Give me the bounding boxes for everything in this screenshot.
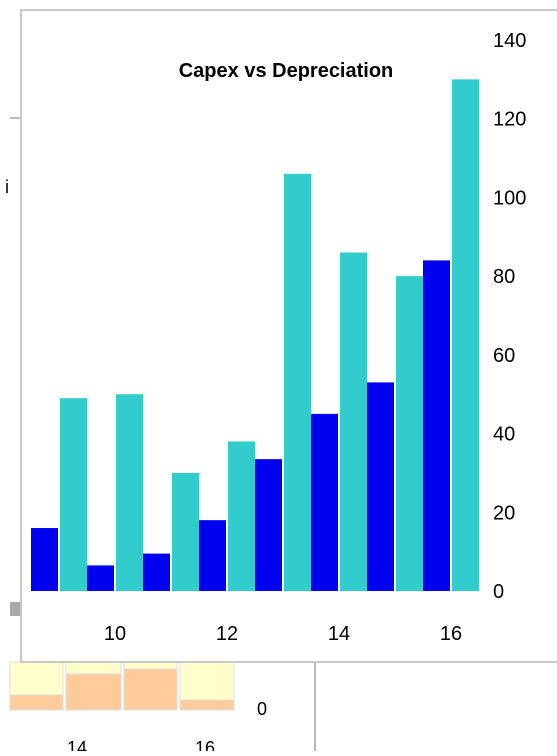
background-frame-edge xyxy=(10,602,20,616)
y-tick-label: 120 xyxy=(493,109,526,131)
y-tick-label: 140 xyxy=(493,30,526,52)
bar-group xyxy=(31,79,479,592)
chart-title: Capex vs Depreciation xyxy=(179,60,394,82)
background-bar xyxy=(123,668,178,711)
bar-capex xyxy=(367,382,394,591)
y-tick-label: 0 xyxy=(493,581,504,603)
background-partial-label: i xyxy=(5,177,9,197)
bar-capex xyxy=(255,459,282,591)
bar-depreciation xyxy=(116,394,143,591)
bar-depreciation xyxy=(340,252,367,591)
background-y-tick-label: 0 xyxy=(257,699,267,719)
background-bars xyxy=(9,661,235,711)
bar-capex xyxy=(87,565,114,591)
y-tick-label: 80 xyxy=(493,266,515,288)
x-tick-label: 14 xyxy=(328,623,350,645)
background-x-tick-label: 16 xyxy=(195,738,215,751)
x-tick-label: 10 xyxy=(104,623,126,645)
bar-depreciation xyxy=(452,79,479,591)
x-tick-label: 12 xyxy=(216,623,238,645)
background-chart: i 0 14 16 xyxy=(5,117,316,756)
y-axis-ticks: 0 20 40 60 80 100 120 140 xyxy=(493,30,526,603)
bar-capex xyxy=(199,520,226,591)
y-tick-label: 20 xyxy=(493,502,515,524)
background-bar xyxy=(9,694,64,711)
background-bar xyxy=(65,673,122,711)
bar-depreciation xyxy=(172,472,199,591)
bar-depreciation xyxy=(60,398,87,591)
x-axis-ticks: 10 12 14 16 xyxy=(104,623,462,645)
y-tick-label: 40 xyxy=(493,424,515,446)
bar-depreciation xyxy=(228,441,255,591)
bar-capex xyxy=(311,413,338,591)
bar-depreciation xyxy=(284,173,311,592)
bar-capex xyxy=(143,553,170,591)
bar-depreciation xyxy=(396,276,423,591)
background-x-tick-label: 14 xyxy=(67,738,87,751)
background-bar xyxy=(179,699,235,711)
x-tick-label: 16 xyxy=(440,623,462,645)
y-tick-label: 100 xyxy=(493,187,526,209)
bar-capex xyxy=(31,528,58,591)
bar-capex xyxy=(423,260,450,591)
y-tick-label: 60 xyxy=(493,345,515,367)
